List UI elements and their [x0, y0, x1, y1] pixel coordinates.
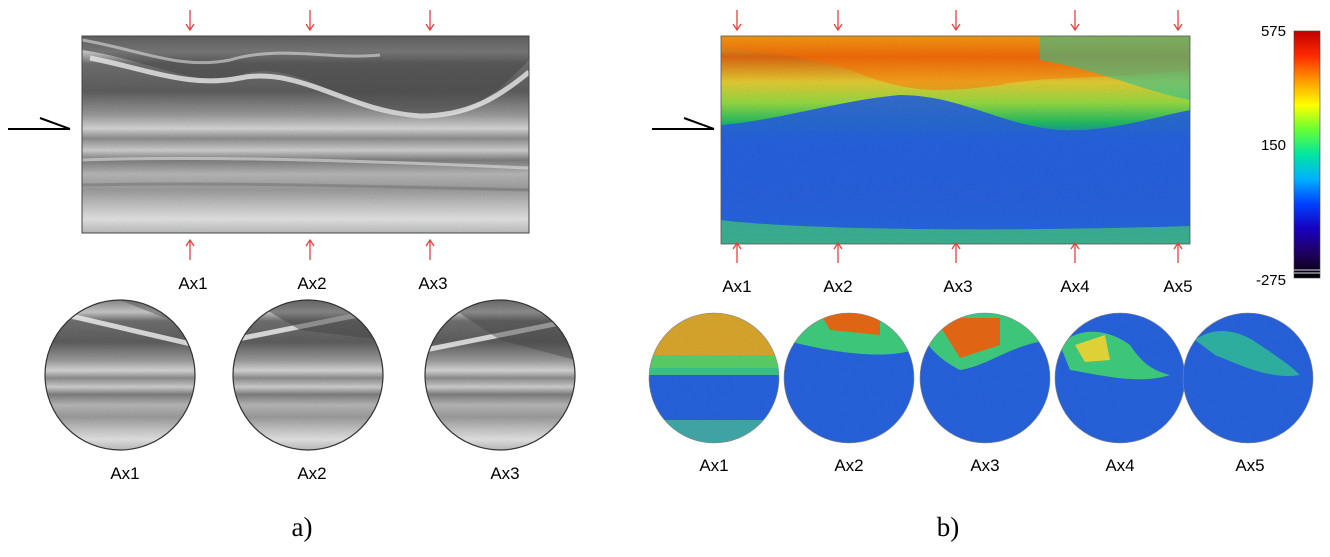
panel-a-section-label-ax2: Ax2: [297, 274, 327, 293]
panel-b-caption: b): [936, 512, 960, 542]
panel-b-slice-ax4: [1054, 312, 1186, 444]
panel-a-slice-ax2: [232, 299, 384, 451]
panel-b-section-label-ax4: Ax4: [1060, 277, 1090, 296]
colorbar-tick-min: -275: [1255, 272, 1286, 289]
colorbar-tick-mid: 150: [1260, 137, 1286, 154]
panel-a-slice-ax1: [44, 299, 196, 451]
panel-b-longitudinal-heatmap: [721, 36, 1190, 244]
panel-b-bottom-marker-2: [833, 241, 843, 263]
panel-b-section-label-ax2: Ax2: [823, 277, 853, 296]
panel-b-top-marker-3: [951, 10, 961, 32]
panel-a-image-frame: [81, 35, 530, 234]
panel-b-section-label-ax1: Ax1: [722, 277, 752, 296]
panel-b-slice-label-ax4: Ax4: [1105, 456, 1135, 475]
panel-a-section-label-ax3: Ax3: [418, 274, 448, 293]
panel-a-slice-label-ax3: Ax3: [490, 464, 520, 483]
panel-b-slice-label-ax2: Ax2: [834, 456, 864, 475]
panel-a-caption: a): [291, 512, 313, 542]
panel-b-top-marker-1: [732, 10, 742, 32]
panel-a-bottom-marker-3: [425, 238, 435, 260]
panel-b-bottom-marker-4: [1070, 241, 1080, 263]
panel-b-slice-ax3: [919, 312, 1051, 444]
panel-a-top-marker-1: [185, 10, 195, 32]
panel-a-bottom-marker-2: [305, 238, 315, 260]
panel-b-top-marker-2: [833, 10, 843, 32]
panel-a-slice-label-ax2: Ax2: [297, 464, 327, 483]
colorbar: [1293, 30, 1321, 279]
pointer-arrow-b: [652, 117, 715, 130]
panel-b-slice-ax5: [1182, 312, 1314, 444]
panel-b-top-marker-4: [1070, 10, 1080, 32]
panel-a-top-marker-3: [425, 10, 435, 32]
panel-b-section-label-ax5: Ax5: [1163, 277, 1193, 296]
panel-a-section-markers: [185, 10, 435, 260]
panel-a-longitudinal-image: [82, 36, 529, 233]
panel-a-bottom-marker-1: [185, 238, 195, 260]
panel-b-slice-label-ax5: Ax5: [1235, 456, 1265, 475]
panel-a-slice-ax3: [424, 299, 576, 451]
panel-b-section-markers: [732, 10, 1183, 263]
panel-b-bottom-marker-3: [951, 241, 961, 263]
panel-b-slice-ax2: [783, 312, 915, 444]
colorbar-tick-max: 575: [1260, 23, 1286, 40]
panel-a-top-marker-2: [305, 10, 315, 32]
panel-a-section-label-ax1: Ax1: [178, 274, 208, 293]
panel-b-slice-ax1: [648, 312, 780, 444]
panel-b-bottom-marker-5: [1173, 241, 1183, 263]
panel-b-bottom-marker-1: [732, 241, 742, 263]
panel-a-slice-label-ax1: Ax1: [110, 464, 140, 483]
panel-b-slice-label-ax1: Ax1: [699, 456, 729, 475]
panel-b-slice-label-ax3: Ax3: [970, 456, 1000, 475]
panel-b-section-label-ax3: Ax3: [943, 277, 973, 296]
panel-b-top-marker-5: [1173, 10, 1183, 32]
pointer-arrow-a: [8, 117, 71, 130]
